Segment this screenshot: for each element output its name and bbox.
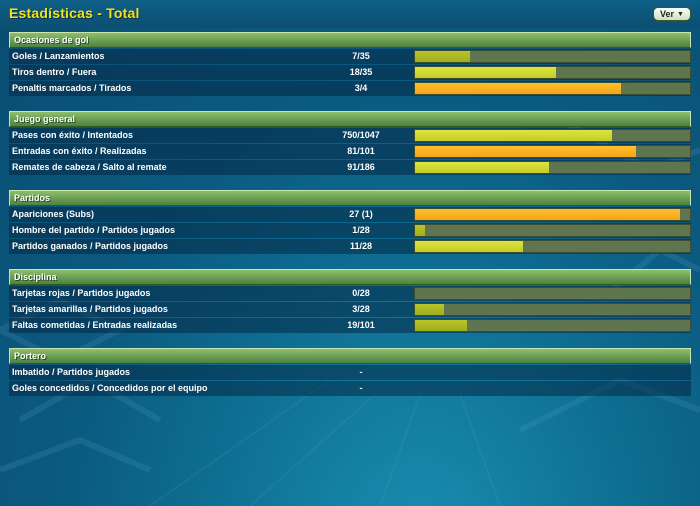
stat-row: Tarjetas amarillas / Partidos jugados 3/2… xyxy=(9,302,691,317)
stat-value: 81/101 xyxy=(347,146,375,156)
stat-row: Apariciones (Subs) 27 (1) xyxy=(9,207,691,222)
stat-progress-bar xyxy=(414,287,691,300)
stat-progress-bar xyxy=(414,303,691,316)
stat-progress-bar xyxy=(414,224,691,237)
stat-value: 750/1047 xyxy=(342,130,380,140)
stat-progress-bar xyxy=(414,50,691,63)
title-bar: Estadísticas - Total Ver ▼ xyxy=(0,0,700,28)
stat-progress-fill xyxy=(415,83,622,94)
stat-value: 11/28 xyxy=(349,241,373,251)
stat-progress-fill xyxy=(415,162,550,173)
stat-value: 91/186 xyxy=(347,162,375,172)
stats-section: Disciplina Tarjetas rojas / Partidos juga… xyxy=(9,269,691,333)
section-heading: Portero xyxy=(9,348,691,364)
chevron-down-icon: ▼ xyxy=(677,10,684,18)
stat-progress-bar xyxy=(414,66,691,79)
stat-label: Goles / Lanzamientos xyxy=(12,51,105,61)
stat-row: Goles concedidos / Concedidos por el equ… xyxy=(9,381,691,396)
stat-progress-fill xyxy=(415,51,470,62)
stat-row: Penaltis marcados / Tirados 3/4 xyxy=(9,81,691,96)
stat-progress-fill xyxy=(415,67,557,78)
stat-row: Imbatido / Partidos jugados - xyxy=(9,365,691,380)
stats-section: Ocasiones de gol Goles / Lanzamientos 7/35… xyxy=(9,32,691,96)
stat-progress-bar xyxy=(414,161,691,174)
stat-value: - xyxy=(359,367,363,377)
stat-row: Remates de cabeza / Salto al remate 91/18… xyxy=(9,160,691,175)
stat-label: Hombre del partido / Partidos jugados xyxy=(12,225,176,235)
stat-label: Tarjetas rojas / Partidos jugados xyxy=(12,288,151,298)
stat-progress-fill xyxy=(415,320,467,331)
stats-section: Juego general Pases con éxito / Intentado… xyxy=(9,111,691,175)
stat-progress-fill xyxy=(415,146,636,157)
stat-label: Pases con éxito / Intentados xyxy=(12,130,134,140)
stat-progress-fill xyxy=(415,304,445,315)
stat-row: Tarjetas rojas / Partidos jugados 0/28 xyxy=(9,286,691,301)
stat-row: Hombre del partido / Partidos jugados 1/2… xyxy=(9,223,691,238)
section-heading: Disciplina xyxy=(9,269,691,285)
stat-row: Goles / Lanzamientos 7/35 xyxy=(9,49,691,64)
stat-label: Penaltis marcados / Tirados xyxy=(12,83,132,93)
stat-progress-fill xyxy=(415,225,425,236)
stat-progress-bar xyxy=(414,319,691,332)
stat-label: Faltas cometidas / Entradas realizadas xyxy=(12,320,178,330)
stat-label: Remates de cabeza / Salto al remate xyxy=(12,162,167,172)
stat-row: Entradas con éxito / Realizadas 81/101 xyxy=(9,144,691,159)
stat-value: 27 (1) xyxy=(349,209,373,219)
stat-progress-fill xyxy=(415,241,524,252)
view-dropdown-button[interactable]: Ver ▼ xyxy=(653,7,691,21)
page-title: Estadísticas - Total xyxy=(9,5,140,21)
stat-row: Pases con éxito / Intentados 750/1047 xyxy=(9,128,691,143)
stat-label: Apariciones (Subs) xyxy=(12,209,95,219)
stat-progress-fill xyxy=(415,209,681,220)
stat-label: Tarjetas amarillas / Partidos jugados xyxy=(12,304,168,314)
stat-progress-fill xyxy=(415,130,612,141)
stat-value: 0/28 xyxy=(352,288,370,298)
stat-value: - xyxy=(359,383,363,393)
stat-value: 3/28 xyxy=(352,304,370,314)
stat-label: Imbatido / Partidos jugados xyxy=(12,367,131,377)
section-heading: Juego general xyxy=(9,111,691,127)
stat-progress-bar xyxy=(414,208,691,221)
stat-label: Partidos ganados / Partidos jugados xyxy=(12,241,169,251)
section-heading: Partidos xyxy=(9,190,691,206)
stat-value: 7/35 xyxy=(352,51,370,61)
stat-value: 18/35 xyxy=(349,67,373,77)
section-heading: Ocasiones de gol xyxy=(9,32,691,48)
stat-label: Entradas con éxito / Realizadas xyxy=(12,146,147,156)
view-dropdown-label: Ver xyxy=(660,9,675,19)
stat-progress-bar xyxy=(414,240,691,253)
stat-row: Tiros dentro / Fuera 18/35 xyxy=(9,65,691,80)
stat-label: Goles concedidos / Concedidos por el equ… xyxy=(12,383,208,393)
stat-row: Faltas cometidas / Entradas realizadas 19… xyxy=(9,318,691,333)
stats-section: Portero Imbatido / Partidos jugados - Goles… xyxy=(9,348,691,396)
stats-section: Partidos Apariciones (Subs) 27 (1) Hombre d… xyxy=(9,190,691,254)
stat-value: 3/4 xyxy=(354,83,368,93)
stat-value: 1/28 xyxy=(352,225,370,235)
stat-progress-bar xyxy=(414,82,691,95)
stat-label: Tiros dentro / Fuera xyxy=(12,67,97,77)
stat-value: 19/101 xyxy=(347,320,375,330)
stat-progress-bar xyxy=(414,129,691,142)
stat-progress-bar xyxy=(414,145,691,158)
stat-row: Partidos ganados / Partidos jugados 11/28 xyxy=(9,239,691,254)
